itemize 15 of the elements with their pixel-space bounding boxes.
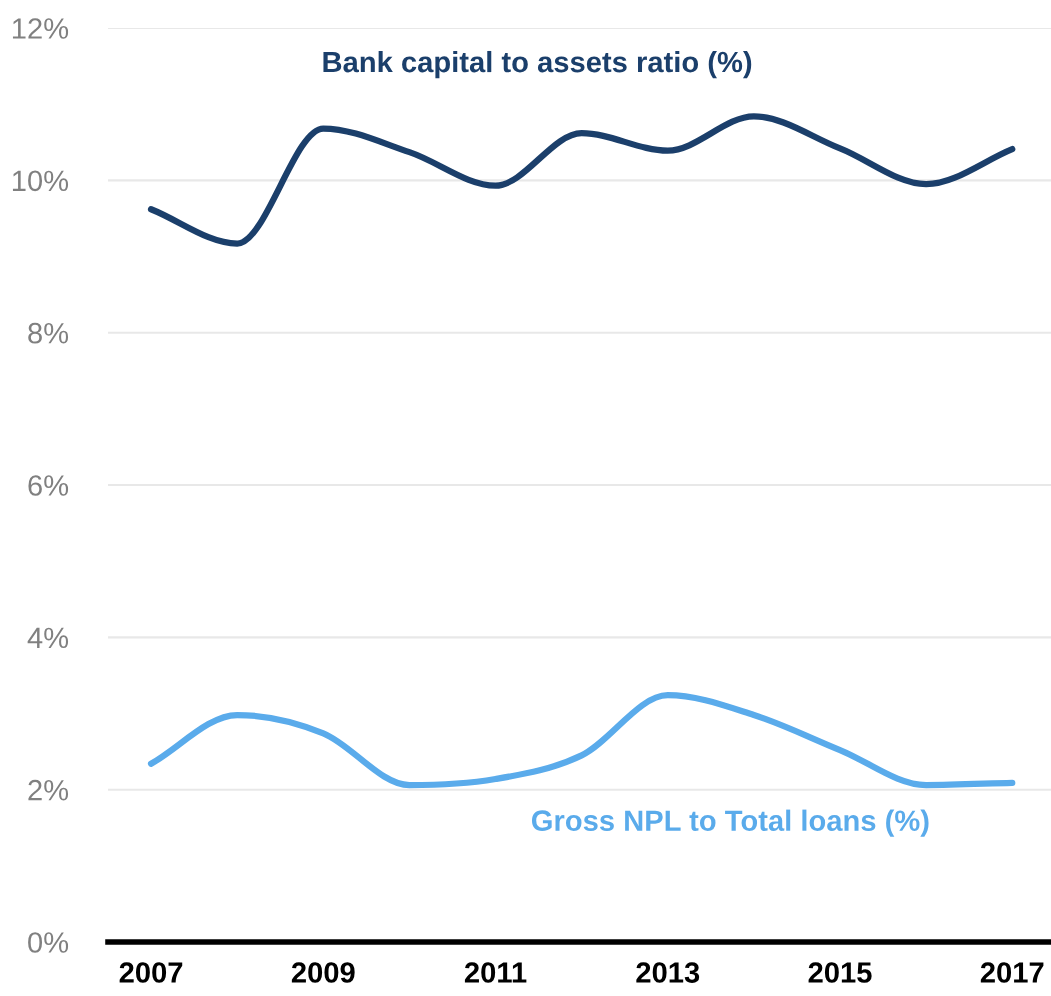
y-tick-label: 6%	[28, 475, 69, 496]
y-tick-label: 2%	[28, 779, 69, 801]
x-tick-label: 2011	[464, 962, 527, 983]
y-tick-label: 10%	[12, 170, 69, 192]
y-tick-label: 8%	[28, 322, 69, 344]
y-tick-label: 4%	[27, 627, 69, 649]
x-tick-label: 2009	[291, 962, 355, 983]
y-tick-label: 0%	[28, 932, 69, 953]
x-tick-label: 2007	[119, 962, 183, 983]
x-tick-label: 2015	[808, 962, 872, 983]
x-tick-label: 2013	[636, 962, 700, 983]
y-tick-label: 12%	[12, 18, 69, 39]
x-tick-label: 2017	[980, 962, 1044, 983]
series-label: Gross NPL to Total loans (%)	[531, 809, 929, 837]
series-label: Bank capital to assets ratio (%)	[323, 50, 752, 79]
